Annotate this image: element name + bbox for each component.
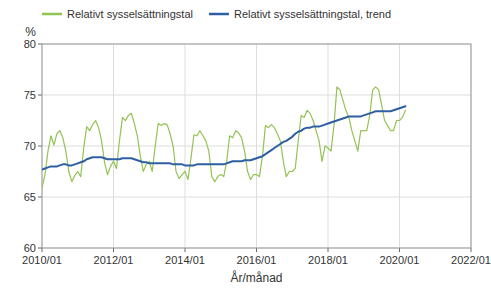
- y-tick-label: 70: [24, 140, 36, 152]
- x-tick: [42, 248, 43, 252]
- x-tick-label: 2012/01: [94, 254, 134, 266]
- legend-label: Relativt sysselsättningstal, trend: [234, 8, 391, 20]
- series-line: [42, 106, 405, 169]
- x-tick-label: 2016/01: [237, 254, 277, 266]
- x-tick-label: 2010/01: [22, 254, 62, 266]
- x-tick: [113, 248, 114, 252]
- x-tick: [399, 248, 400, 252]
- x-tick: [328, 248, 329, 252]
- x-tick-label: 2014/01: [165, 254, 205, 266]
- x-tick: [256, 248, 257, 252]
- legend-label: Relativt sysselsättningstal: [67, 8, 193, 20]
- y-tick-label: 60: [24, 242, 36, 254]
- plot-frame: [42, 44, 471, 248]
- x-grid-line: [399, 44, 400, 248]
- x-grid-line: [328, 44, 329, 248]
- y-tick: [38, 248, 42, 249]
- x-axis-label: År/månad: [230, 270, 282, 285]
- legend: Relativt sysselsättningstal Relativt syss…: [42, 8, 391, 20]
- x-tick-label: 2020/01: [380, 254, 420, 266]
- y-tick-label: 80: [24, 38, 36, 50]
- x-tick: [471, 248, 472, 252]
- y-tick: [38, 95, 42, 96]
- legend-swatch: [42, 13, 62, 16]
- chart: 60 65 70 75 80 2010/01 2012/01 2014/01 2016/01 20…: [0, 0, 491, 292]
- y-tick: [38, 146, 42, 147]
- y-tick-label: 65: [24, 191, 36, 203]
- y-tick-label: 75: [24, 89, 36, 101]
- x-grid-line: [256, 44, 257, 248]
- y-tick: [38, 197, 42, 198]
- x-tick: [185, 248, 186, 252]
- legend-swatch: [209, 13, 229, 16]
- x-grid-line: [185, 44, 186, 248]
- x-tick-label: 2022/01: [451, 254, 491, 266]
- y-tick: [38, 44, 42, 45]
- grid: [42, 44, 471, 248]
- x-tick-label: 2018/01: [308, 254, 348, 266]
- y-axis-label: %: [25, 25, 36, 39]
- series-lines: [42, 87, 405, 188]
- x-grid-line: [113, 44, 114, 248]
- series-line: [42, 87, 405, 188]
- axes: 60 65 70 75 80 2010/01 2012/01 2014/01 2016/01 20…: [22, 38, 491, 266]
